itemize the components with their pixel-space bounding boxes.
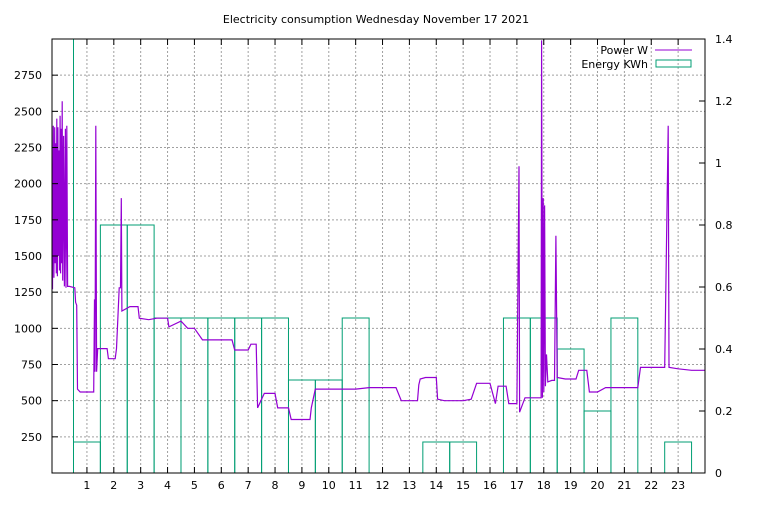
grid-layer	[52, 39, 705, 473]
y-left-tick-label: 250	[21, 431, 42, 444]
y-right-tick-label: 0	[715, 467, 722, 480]
chart-title: Electricity consumption Wednesday Novemb…	[223, 13, 529, 26]
x-tick-label: 21	[617, 479, 631, 492]
x-tick-label: 16	[483, 479, 497, 492]
y-right-tick-label: 0.4	[715, 343, 733, 356]
y-right-tick-label: 0.6	[715, 281, 733, 294]
y-left-tick-label: 1500	[14, 250, 42, 263]
x-tick-label: 8	[272, 479, 279, 492]
x-tick-label: 19	[564, 479, 578, 492]
y-right-tick-label: 0.8	[715, 219, 733, 232]
x-tick-label: 18	[537, 479, 551, 492]
x-tick-label: 11	[349, 479, 363, 492]
x-tick-label: 22	[644, 479, 658, 492]
x-tick-label: 14	[429, 479, 443, 492]
x-tick-label: 15	[456, 479, 470, 492]
y-left-tick-label: 1000	[14, 322, 42, 335]
energy-series-layer	[51, 38, 693, 474]
x-tick-label: 1	[83, 479, 90, 492]
x-tick-label: 10	[322, 479, 336, 492]
y-left-tick-label: 2750	[14, 69, 42, 82]
x-tick-label: 9	[298, 479, 305, 492]
ticks-layer: 1 2 3 4 5 6 7 8 9 10 11 12 13 14 15 16 17 18 19 20 21 22 23250…	[14, 33, 733, 492]
x-tick-label: 2	[110, 479, 117, 492]
y-left-tick-label: 2250	[14, 142, 42, 155]
legend-energy-label: Energy KWh	[581, 58, 648, 71]
y-right-tick-label: 1.4	[715, 33, 733, 46]
y-left-tick-label: 750	[21, 359, 42, 372]
x-tick-label: 7	[245, 479, 252, 492]
x-tick-label: 5	[191, 479, 198, 492]
x-tick-label: 4	[164, 479, 171, 492]
y-right-tick-label: 1.2	[715, 95, 733, 108]
x-tick-label: 20	[591, 479, 605, 492]
legend: Power W Energy KWh	[581, 44, 692, 71]
y-right-tick-label: 1	[715, 157, 722, 170]
y-left-tick-label: 1250	[14, 286, 42, 299]
x-tick-label: 6	[218, 479, 225, 492]
x-tick-label: 12	[376, 479, 390, 492]
x-tick-label: 17	[510, 479, 524, 492]
y-left-tick-label: 2000	[14, 178, 42, 191]
y-left-tick-label: 2500	[14, 105, 42, 118]
y-right-tick-label: 0.2	[715, 405, 733, 418]
x-tick-label: 3	[137, 479, 144, 492]
y-left-tick-label: 1750	[14, 214, 42, 227]
x-tick-label: 23	[671, 479, 685, 492]
power-series-layer	[51, 40, 705, 421]
power-line	[51, 40, 705, 421]
legend-energy-swatch	[655, 59, 692, 68]
x-tick-label: 13	[402, 479, 416, 492]
y-left-tick-label: 500	[21, 395, 42, 408]
legend-power-label: Power W	[600, 44, 648, 57]
